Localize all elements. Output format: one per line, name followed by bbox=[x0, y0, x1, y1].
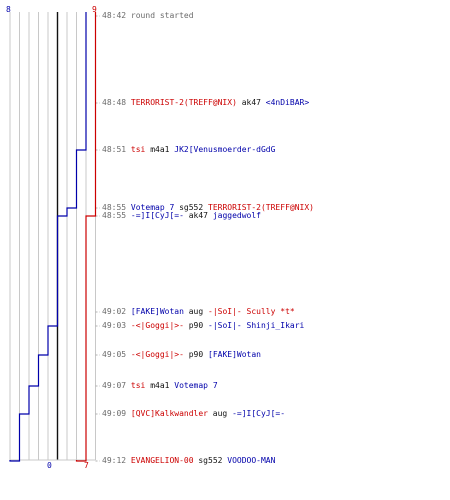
event-text-black: p90 bbox=[183, 350, 208, 359]
blue-team-alive-series bbox=[9, 12, 87, 462]
event-text-blue: -=]I[CyJ[=- bbox=[130, 211, 184, 220]
event-time: 49:09 bbox=[102, 409, 127, 418]
blue-start-count: 8 bbox=[6, 5, 11, 14]
event-row: 48:55 Votemap 7 sg552 TERRORIST-2(TREFF@… bbox=[102, 203, 314, 212]
event-row: 49:03 -<|Goggi|>- p90 -|SoI|- Shinji_Ika… bbox=[102, 321, 304, 330]
event-text-black: sg552 bbox=[174, 203, 208, 212]
event-text-blue: [FAKE]Wotan bbox=[208, 350, 261, 359]
event-row: 48:51 tsi m4a1 JK2[Venusmoerder-dGdG bbox=[102, 145, 275, 154]
event-time: 48:55 bbox=[102, 203, 127, 212]
event-row: 49:12 EVANGELION-00 sg552 VOODOO-MAN bbox=[102, 456, 275, 465]
event-row: 48:42 round started bbox=[102, 11, 194, 20]
event-row: 49:02 [FAKE]Wotan aug -|SoI|- Scully *t* bbox=[102, 307, 295, 316]
event-text-red: tsi bbox=[130, 145, 146, 154]
event-time: 48:51 bbox=[102, 145, 127, 154]
event-text-black: m4a1 bbox=[145, 145, 175, 154]
event-text-black: m4a1 bbox=[145, 381, 175, 390]
event-text-black: sg552 bbox=[193, 456, 228, 465]
event-text-red: EVANGELION-00 bbox=[130, 456, 194, 465]
event-time: 49:05 bbox=[102, 350, 127, 359]
event-text-black: ak47 bbox=[236, 98, 266, 107]
event-row: 49:07 tsi m4a1 Votemap 7 bbox=[102, 381, 218, 390]
event-text-red: TERRORIST-2(TREFF@NIX) bbox=[130, 98, 237, 107]
event-text-red: -<|Goggi|>- bbox=[130, 321, 184, 330]
event-text-blue: [FAKE]Wotan bbox=[130, 307, 184, 316]
event-time: 48:55 bbox=[102, 211, 127, 220]
event-text-blue: Votemap 7 bbox=[174, 381, 218, 390]
event-time: 49:12 bbox=[102, 456, 127, 465]
event-row: 49:09 [QVC]Kalkwandler aug -=]I[CyJ[=- bbox=[102, 409, 285, 418]
event-text-blue: -|SoI|- Shinji_Ikari bbox=[208, 321, 305, 330]
event-text-red: tsi bbox=[130, 381, 146, 390]
event-text-blue: JK2[Venusmoerder-dGdG bbox=[174, 145, 276, 154]
event-text-black: aug bbox=[183, 307, 208, 316]
blue-end-count: 0 bbox=[47, 461, 52, 470]
event-text-gray: round started bbox=[130, 11, 194, 20]
red-end-count: 7 bbox=[84, 461, 89, 470]
event-text-black: aug bbox=[207, 409, 233, 418]
event-text-red: TERRORIST-2(TREFF@NIX) bbox=[208, 203, 314, 212]
event-text-blue: jaggedwolf bbox=[212, 211, 261, 220]
event-time: 48:48 bbox=[102, 98, 127, 107]
event-row: 49:05 -<|Goggi|>- p90 [FAKE]Wotan bbox=[102, 350, 261, 359]
event-text-blue: Votemap 7 bbox=[130, 203, 175, 212]
red-start-count: 9 bbox=[92, 5, 97, 14]
event-text-blue: -=]I[CyJ[=- bbox=[232, 409, 286, 418]
event-row: 48:55 -=]I[CyJ[=- ak47 jaggedwolf bbox=[102, 211, 261, 220]
event-text-black: ak47 bbox=[183, 211, 213, 220]
event-time: 49:02 bbox=[102, 307, 127, 316]
event-text-black: p90 bbox=[183, 321, 208, 330]
event-row: 48:48 TERRORIST-2(TREFF@NIX) ak47 <4nDiB… bbox=[102, 98, 309, 107]
event-text-red: -|SoI|- Scully *t* bbox=[208, 307, 295, 316]
event-text-blue: VOODOO-MAN bbox=[227, 456, 276, 465]
event-time: 49:03 bbox=[102, 321, 127, 330]
event-text-red: -<|Goggi|>- bbox=[130, 350, 184, 359]
event-text-red: [QVC]Kalkwandler bbox=[130, 409, 208, 418]
event-time: 49:07 bbox=[102, 381, 127, 390]
red-team-alive-series bbox=[75, 12, 97, 462]
event-time: 48:42 bbox=[102, 11, 127, 20]
event-text-blue: <4nDiBAR> bbox=[265, 98, 310, 107]
